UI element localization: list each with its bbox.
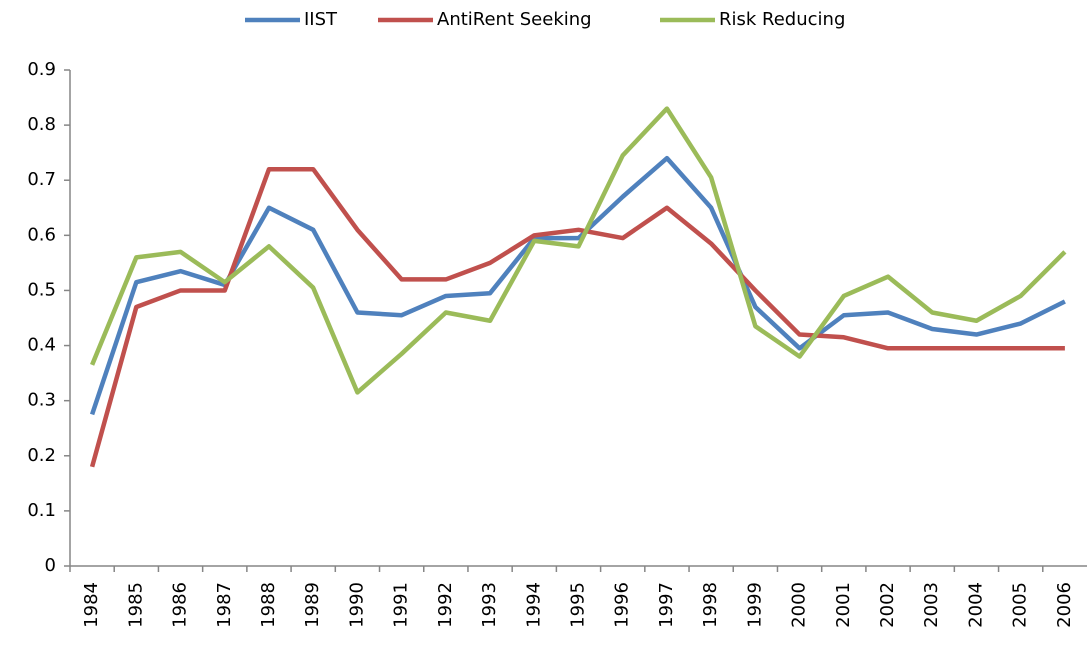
y-tick-label: 0.7 (27, 169, 56, 190)
x-tick-label: 1991 (391, 582, 412, 628)
y-tick-label: 0.9 (27, 59, 56, 80)
legend-label: AntiRent Seeking (437, 9, 592, 30)
x-tick-label: 1990 (346, 582, 367, 628)
x-tick-label: 1994 (523, 582, 544, 628)
y-tick-label: 0.8 (27, 114, 56, 135)
x-tick-label: 1985 (125, 582, 146, 628)
x-tick-label: 1987 (214, 582, 235, 628)
series-line (89, 155, 1066, 416)
y-tick-label: 0.6 (27, 224, 56, 245)
x-tick-label: 1986 (170, 582, 191, 628)
legend-label: Risk Reducing (719, 9, 845, 30)
y-tick-label: 0 (45, 555, 56, 576)
y-tick-label: 0.2 (27, 445, 56, 466)
x-tick-label: 1988 (258, 582, 279, 628)
y-tick-label: 0.4 (27, 335, 56, 356)
y-tick-label: 0.1 (27, 500, 56, 521)
x-tick-label: 1989 (302, 582, 323, 628)
x-tick-label: 2003 (921, 582, 942, 628)
x-tick-label: 1998 (700, 582, 721, 628)
x-tick-label: 1992 (435, 582, 456, 628)
x-tick-label: 1997 (656, 582, 677, 628)
series-line (90, 106, 1067, 395)
legend-label: IIST (304, 9, 338, 30)
x-tick-label: 2005 (1010, 582, 1031, 628)
x-tick-label: 1984 (81, 582, 102, 628)
x-tick-label: 2004 (965, 582, 986, 628)
y-tick-label: 0.5 (27, 279, 56, 300)
x-tick-label: 2006 (1054, 582, 1075, 628)
series-line (89, 166, 1065, 468)
x-tick-label: 1999 (744, 582, 765, 628)
x-tick-label: 1993 (479, 582, 500, 628)
x-tick-label: 2001 (833, 582, 854, 628)
x-tick-label: 1995 (568, 582, 589, 628)
x-tick-label: 2002 (877, 582, 898, 628)
x-tick-label: 1996 (612, 582, 633, 628)
x-tick-label: 2000 (789, 582, 810, 628)
y-tick-label: 0.3 (27, 390, 56, 411)
